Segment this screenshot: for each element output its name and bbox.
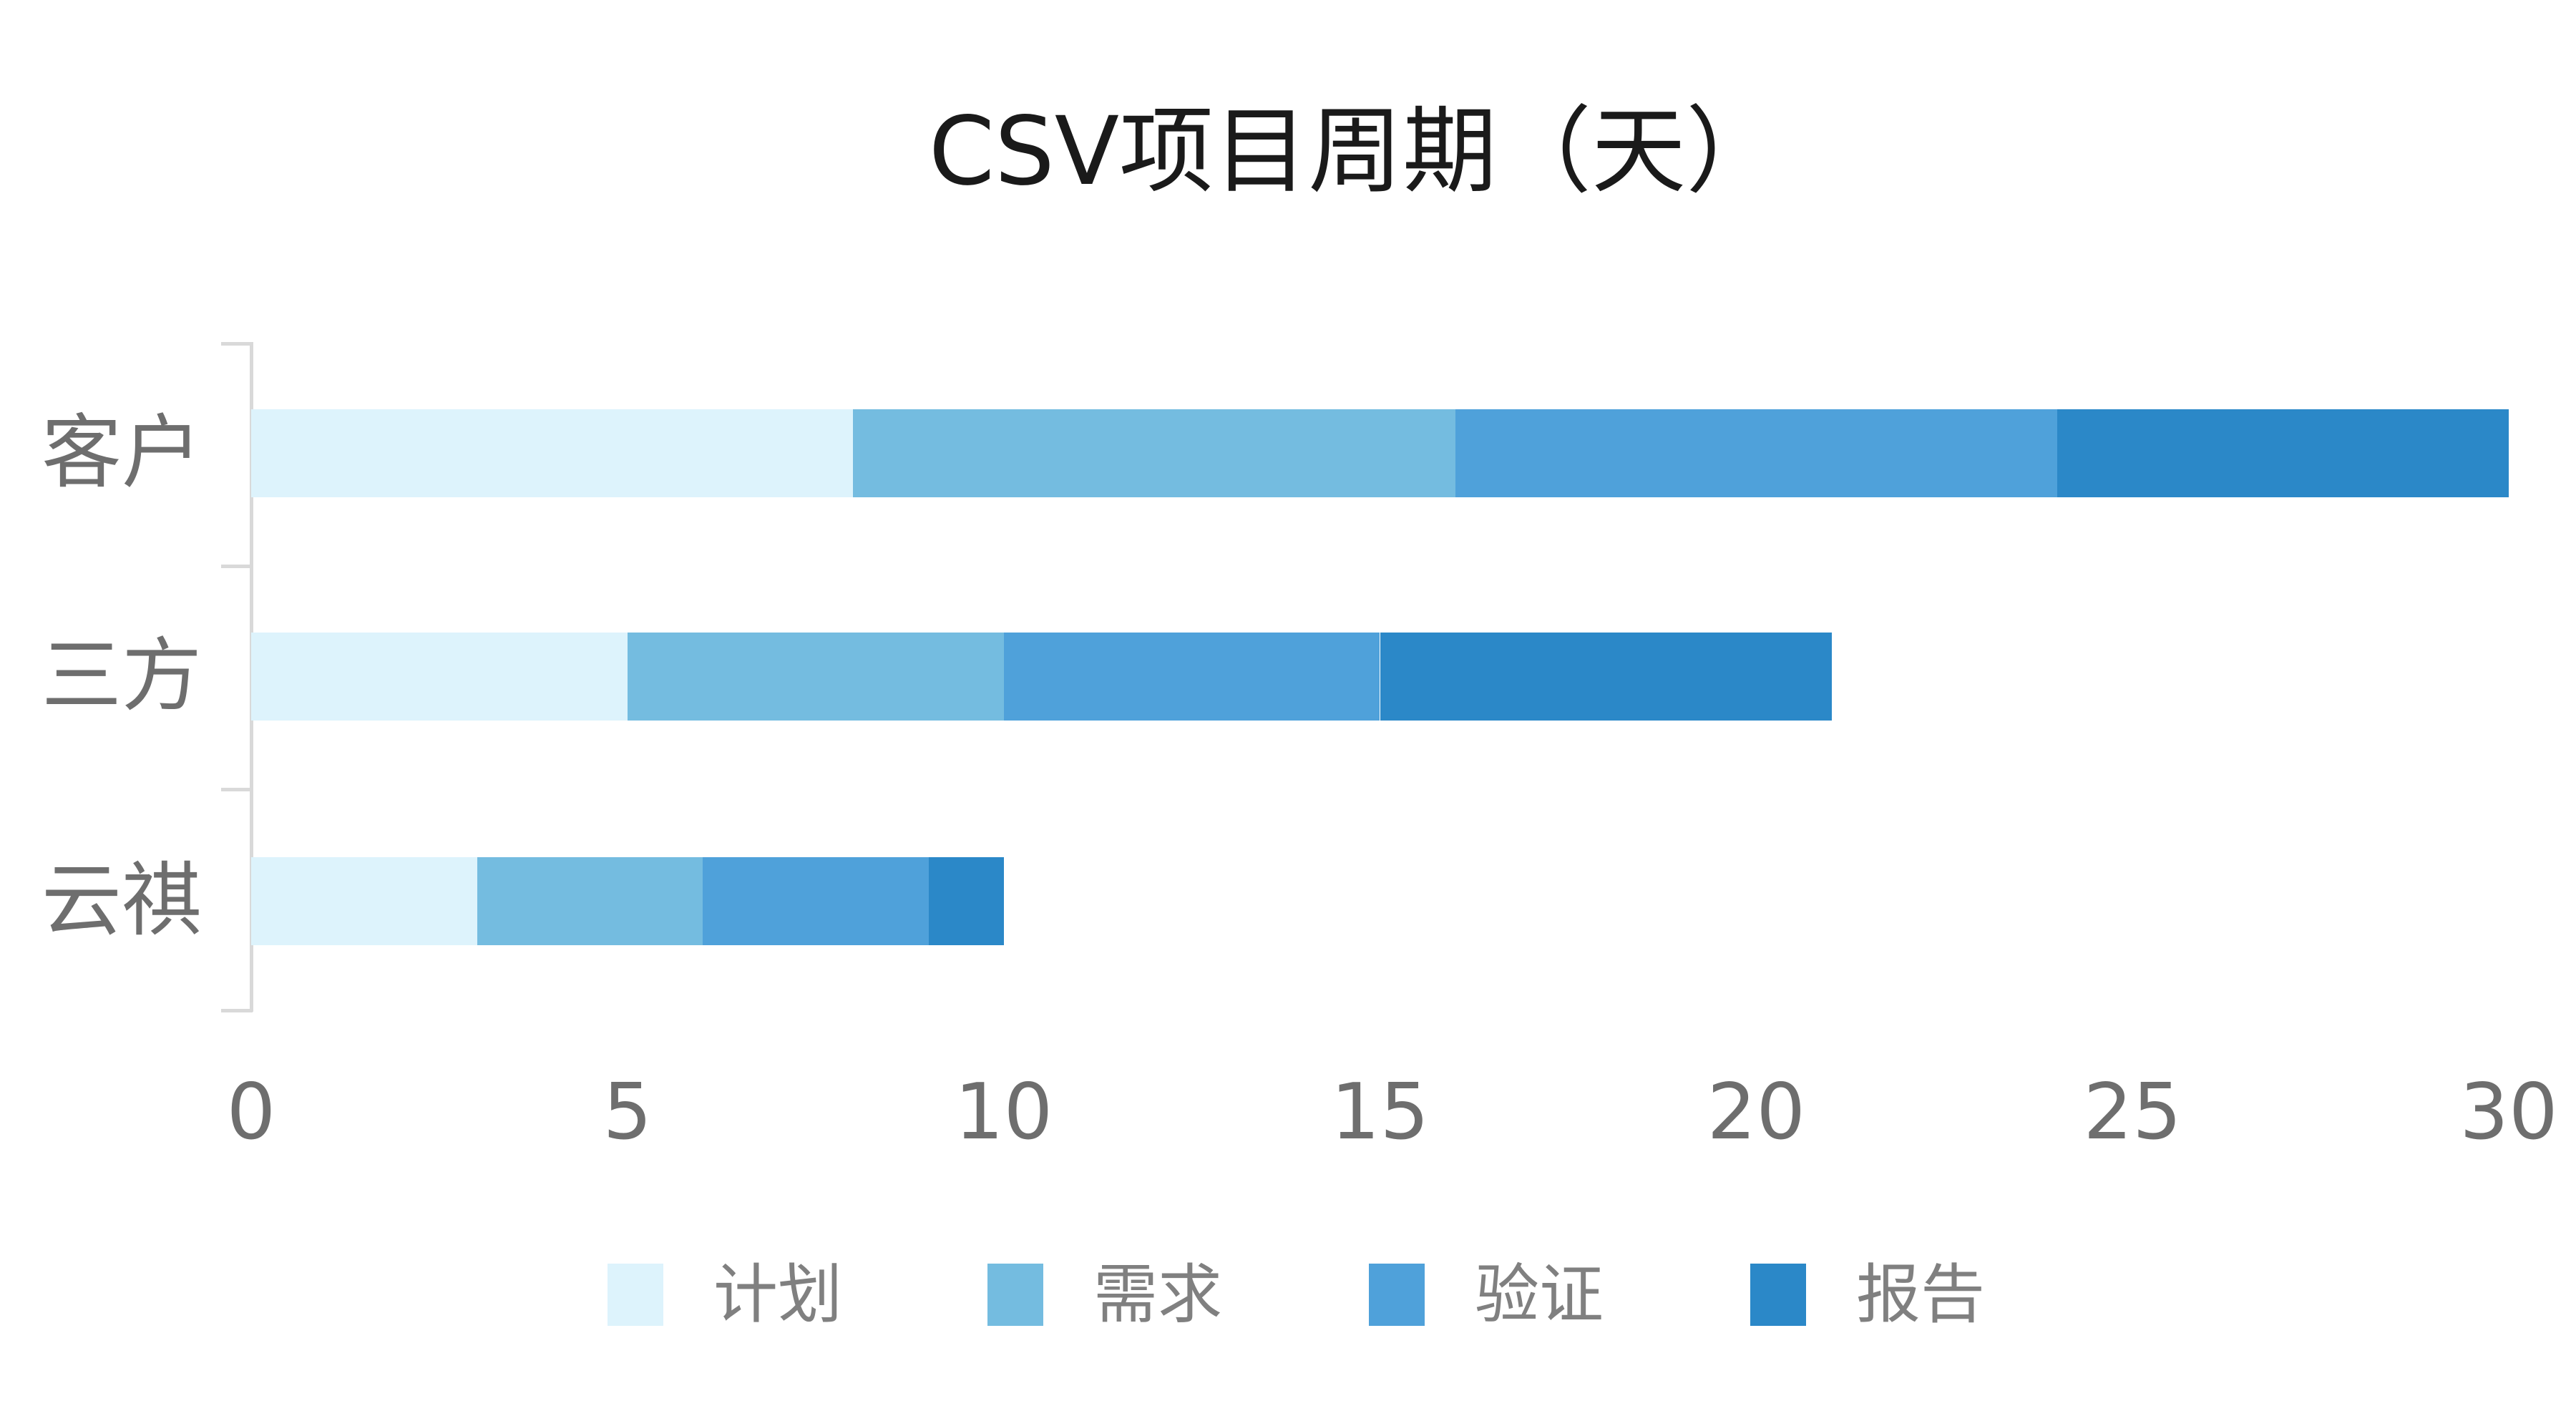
legend-swatch[interactable] <box>608 1264 663 1326</box>
bar-segment[interactable] <box>2057 409 2509 497</box>
x-tick-label: 15 <box>1330 1068 1430 1157</box>
legend-label[interactable]: 验证 <box>1475 1257 1604 1332</box>
y-axis-tick <box>221 1009 253 1012</box>
x-tick-label: 10 <box>954 1068 1053 1157</box>
x-tick-label: 30 <box>2459 1068 2558 1157</box>
legend-label[interactable]: 计划 <box>713 1257 842 1332</box>
bar-segment[interactable] <box>251 633 628 721</box>
y-category-label: 三方 <box>42 630 202 723</box>
bar-segment[interactable] <box>703 857 929 945</box>
bar-segment[interactable] <box>477 857 703 945</box>
y-axis-tick <box>221 788 253 791</box>
x-tick-label: 25 <box>2083 1068 2182 1157</box>
x-tick-label: 20 <box>1707 1068 1806 1157</box>
x-tick-label: 0 <box>226 1068 276 1157</box>
legend-label[interactable]: 报告 <box>1856 1257 1985 1332</box>
bar-segment[interactable] <box>627 633 1004 721</box>
y-axis-tick <box>221 342 253 346</box>
bar-segment[interactable] <box>251 409 854 497</box>
bar-segment[interactable] <box>853 409 1455 497</box>
legend-swatch[interactable] <box>1750 1264 1806 1326</box>
x-tick-label: 5 <box>602 1068 653 1157</box>
y-axis-tick <box>221 565 253 568</box>
legend-label[interactable]: 需求 <box>1093 1257 1222 1332</box>
legend-swatch[interactable] <box>987 1264 1043 1326</box>
bar-segment[interactable] <box>251 857 477 945</box>
y-category-label: 客户 <box>42 406 202 499</box>
legend-swatch[interactable] <box>1369 1264 1425 1326</box>
y-category-label: 云祺 <box>42 854 202 947</box>
bar-segment[interactable] <box>928 857 1004 945</box>
bar-segment[interactable] <box>1380 633 1832 721</box>
bar-segment[interactable] <box>1003 633 1380 721</box>
chart-title: CSV项目周期（天） <box>928 97 1781 207</box>
bar-segment[interactable] <box>1455 409 2057 497</box>
